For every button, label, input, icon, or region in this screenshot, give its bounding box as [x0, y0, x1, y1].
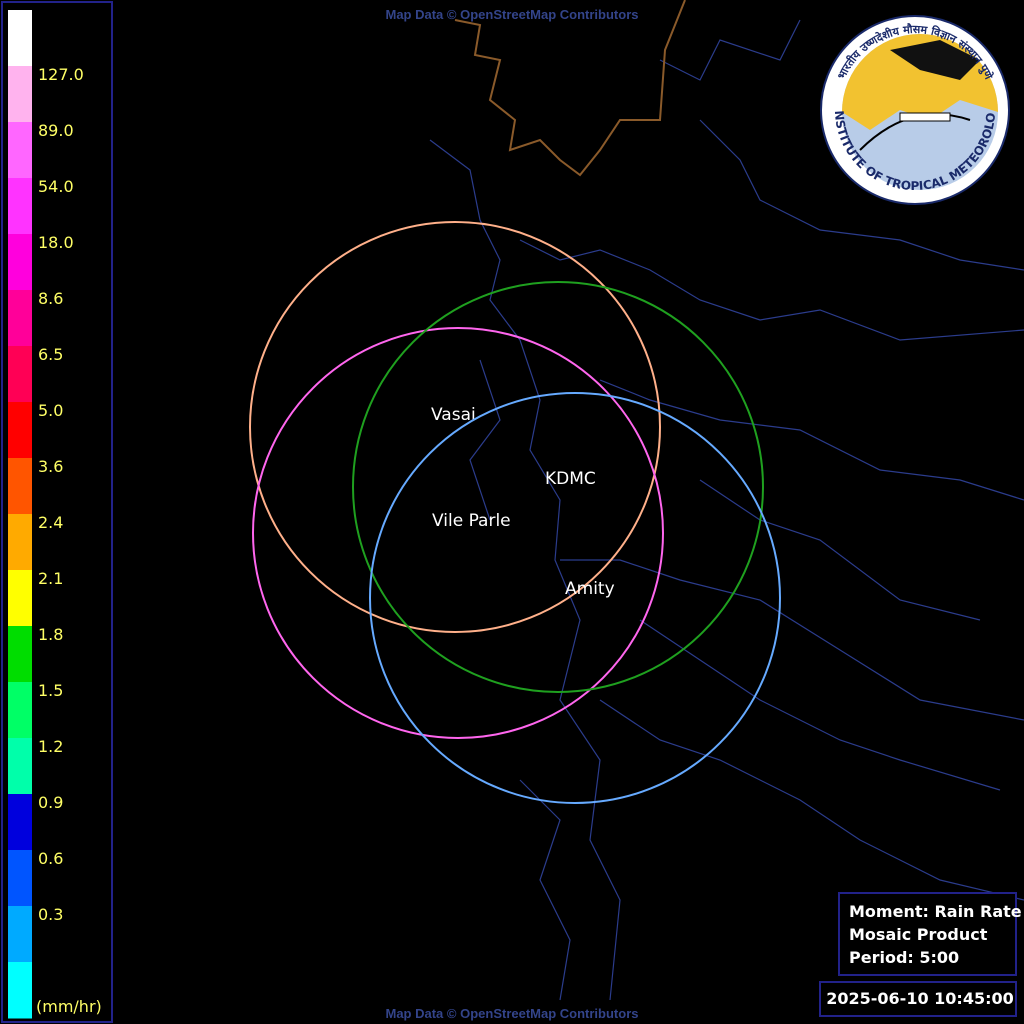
legend-label: 6.5: [38, 345, 63, 364]
info-line: Mosaic Product: [849, 925, 988, 944]
info-line: Period: 5:00: [849, 948, 959, 967]
info-box: 2025-06-10 10:45:00 Moment: Rain Rate Mos…: [819, 892, 1022, 1017]
legend-label: 3.6: [38, 457, 63, 476]
legend-band: [8, 234, 32, 291]
radar-range: [249, 221, 661, 633]
legend-band: [8, 178, 32, 235]
station-label: Vile Parle: [432, 511, 511, 531]
logo: INDIAN INSTITUTE OF TROPICAL METEOROLOGY…: [0, 0, 1010, 205]
station-label: Amity: [565, 579, 615, 599]
radar-range: [252, 327, 664, 739]
legend-unit: (mm/hr): [36, 997, 102, 1016]
legend-label: 5.0: [38, 401, 63, 420]
legend-band: [8, 626, 32, 683]
attribution: Map Data © OpenStreetMap Contributors: [386, 1006, 639, 1021]
legend-band: [8, 906, 32, 963]
legend-label: 0.6: [38, 849, 63, 868]
legend-band: [8, 682, 32, 739]
legend-band: [8, 570, 32, 627]
legend-label: 8.6: [38, 289, 63, 308]
legend-band: [8, 850, 32, 907]
legend-label: 1.5: [38, 681, 63, 700]
legend-label: 54.0: [38, 177, 74, 196]
legend-label: 1.8: [38, 625, 63, 644]
radar-range: [369, 392, 781, 804]
legend-band: [8, 66, 32, 123]
rivers: [429, 19, 1024, 1001]
attribution: Map Data © OpenStreetMap Contributors: [386, 7, 639, 22]
legend-band: [8, 794, 32, 851]
legend-band: [8, 122, 32, 179]
legend-label: 127.0: [38, 65, 84, 84]
timestamp: 2025-06-10 10:45:00: [826, 989, 1014, 1008]
legend-label: 2.1: [38, 569, 63, 588]
station-label: Vasai: [431, 405, 476, 425]
legend-band: [8, 402, 32, 459]
legend-label: 18.0: [38, 233, 74, 252]
legend-label: 2.4: [38, 513, 63, 532]
legend-band: [8, 290, 32, 347]
legend-band: [8, 738, 32, 795]
legend-band: [8, 962, 32, 1019]
legend-band: [8, 346, 32, 403]
station-label: KDMC: [545, 469, 596, 489]
legend-band: [8, 458, 32, 515]
legend-label: 89.0: [38, 121, 74, 140]
info-line: Moment: Rain Rate: [849, 902, 1022, 921]
legend-band: [8, 10, 32, 67]
stations: Vasai Vile Parle KDMC Amity: [249, 221, 781, 804]
legend-label: 1.2: [38, 737, 63, 756]
radar-range: [352, 281, 764, 693]
border: [454, 0, 686, 177]
legend: 127.0 89.0 54.0 18.0 8.6 6.5 5.0 3.6 2.4 2.1 1.8 1.…: [1, 1, 113, 1023]
legend-label: 0.9: [38, 793, 63, 812]
legend-label: 0.3: [38, 905, 63, 924]
legend-band: [8, 514, 32, 571]
